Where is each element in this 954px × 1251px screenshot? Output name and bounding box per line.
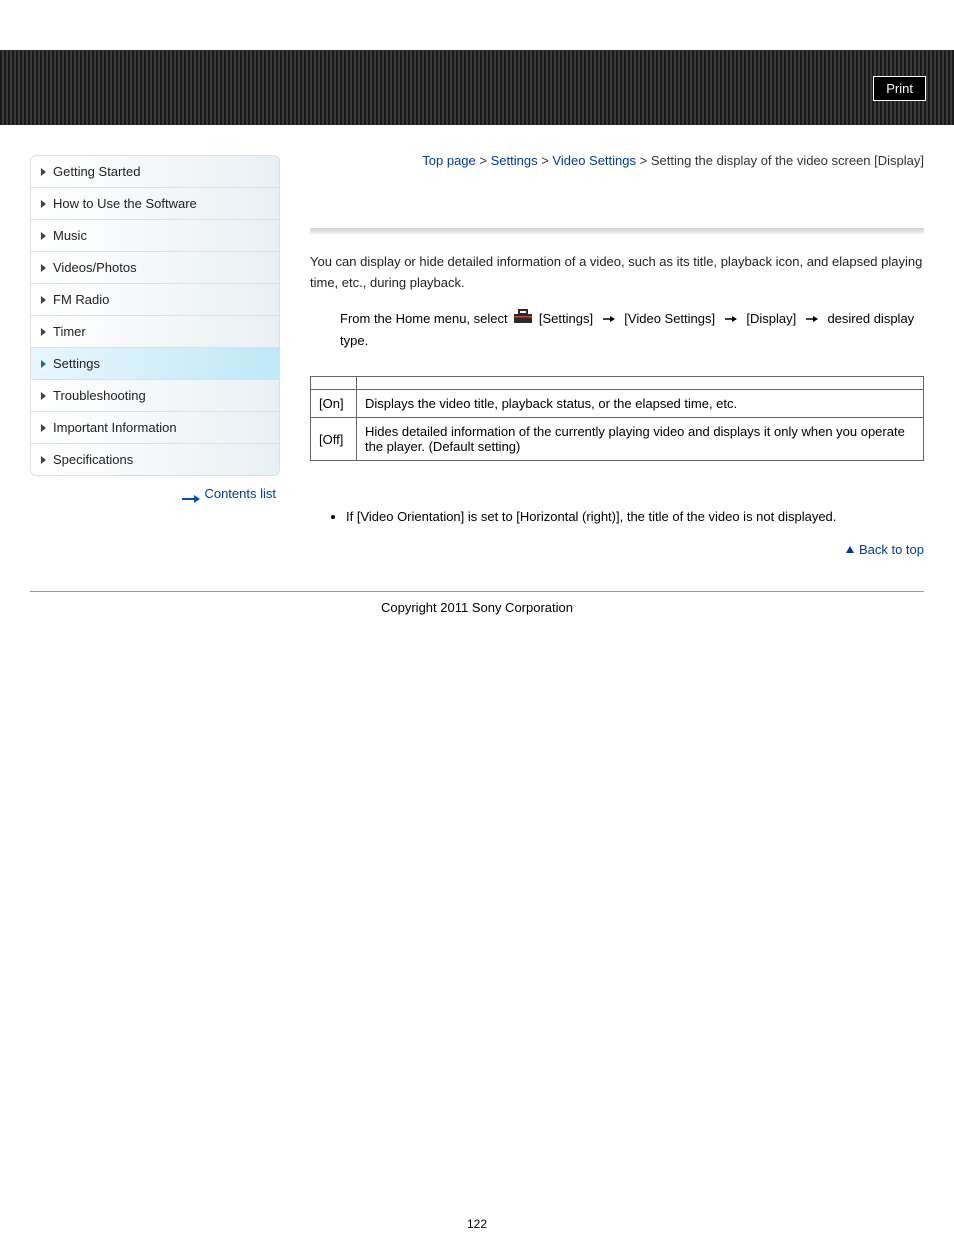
back-to-top-link[interactable]: Back to top (859, 542, 924, 557)
options-table: [On] Displays the video title, playback … (310, 376, 924, 461)
arrow-up-icon (845, 543, 855, 558)
sidebar-item-settings[interactable]: Settings (31, 348, 279, 380)
sidebar-item-music[interactable]: Music (31, 220, 279, 252)
instruction-text: From the Home menu, select [Settings] [V… (310, 294, 924, 371)
sidebar-item-specifications[interactable]: Specifications (31, 444, 279, 475)
table-cell-desc: Displays the video title, playback statu… (357, 390, 924, 418)
note-item: If [Video Orientation] is set to [Horizo… (346, 509, 924, 524)
print-button[interactable]: Print (873, 76, 926, 101)
arrow-right-icon (806, 308, 818, 330)
sidebar-item-troubleshooting[interactable]: Troubleshooting (31, 380, 279, 412)
breadcrumb: Top page > Settings > Video Settings > S… (310, 135, 924, 168)
intro-text: You can display or hide detailed informa… (310, 252, 924, 294)
section-divider (310, 228, 924, 234)
sidebar-item-getting-started[interactable]: Getting Started (31, 156, 279, 188)
nav-menu: Getting Started How to Use the Software … (30, 155, 280, 476)
table-cell-desc: Hides detailed information of the curren… (357, 418, 924, 461)
instruction-video-settings: [Video Settings] (624, 311, 718, 326)
contents-list-link-wrap: Contents list (30, 476, 280, 501)
instruction-settings: [Settings] (539, 311, 597, 326)
page-number: 122 (0, 615, 954, 1251)
sidebar-item-how-to-use-software[interactable]: How to Use the Software (31, 188, 279, 220)
breadcrumb-sep: > (476, 153, 491, 168)
breadcrumb-top[interactable]: Top page (422, 153, 476, 168)
arrow-right-icon (725, 308, 737, 330)
table-row: [On] Displays the video title, playback … (311, 390, 924, 418)
sidebar: Getting Started How to Use the Software … (30, 135, 280, 585)
copyright-text: Copyright 2011 Sony Corporation (0, 592, 954, 615)
table-cell-key: [Off] (311, 418, 357, 461)
breadcrumb-current: Setting the display of the video screen … (651, 153, 924, 168)
table-row: [Off] Hides detailed information of the … (311, 418, 924, 461)
sidebar-item-timer[interactable]: Timer (31, 316, 279, 348)
main-content: Top page > Settings > Video Settings > S… (280, 135, 924, 585)
arrow-right-icon (603, 308, 615, 330)
table-header-key (311, 377, 357, 390)
settings-toolbox-icon (514, 308, 532, 330)
breadcrumb-sep: > (636, 153, 651, 168)
sidebar-item-videos-photos[interactable]: Videos/Photos (31, 252, 279, 284)
contents-list-link[interactable]: Contents list (204, 486, 276, 501)
header-band: Print (0, 50, 954, 125)
breadcrumb-settings[interactable]: Settings (491, 153, 538, 168)
page-body: Getting Started How to Use the Software … (0, 125, 954, 585)
table-header-row (311, 377, 924, 390)
back-to-top-wrap: Back to top (310, 524, 924, 558)
table-cell-key: [On] (311, 390, 357, 418)
table-header-desc (357, 377, 924, 390)
breadcrumb-video-settings[interactable]: Video Settings (552, 153, 636, 168)
instruction-prefix: From the Home menu, select (340, 311, 511, 326)
note-list: If [Video Orientation] is set to [Horizo… (310, 509, 924, 524)
sidebar-item-important-information[interactable]: Important Information (31, 412, 279, 444)
sidebar-item-fm-radio[interactable]: FM Radio (31, 284, 279, 316)
instruction-display: [Display] (746, 311, 799, 326)
arrow-right-icon (182, 491, 200, 499)
breadcrumb-sep: > (538, 153, 553, 168)
